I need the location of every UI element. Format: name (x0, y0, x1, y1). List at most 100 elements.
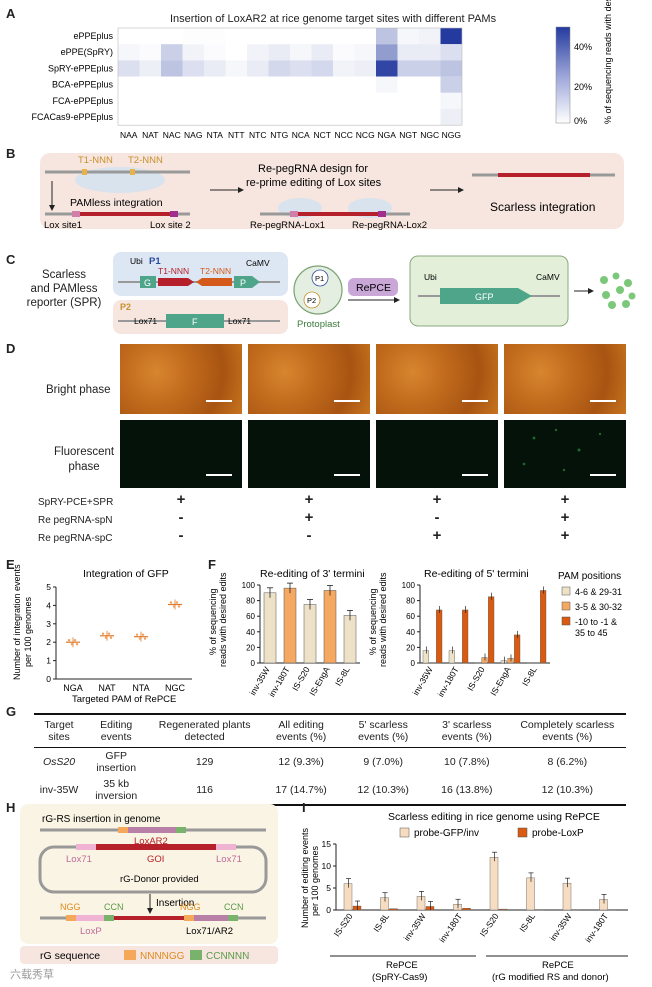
heatmap-cell (333, 92, 355, 109)
heatmap-cell (376, 60, 398, 77)
panel-e-chart: Integration of GFP Number of integration… (12, 564, 192, 705)
heatmap-cell (311, 109, 333, 126)
i-ytick: 5 (326, 883, 331, 893)
d-row-label-1: SpRY-PCE+SPR (38, 497, 114, 508)
heatmap-col-label: NAG (184, 130, 202, 140)
i-bar (352, 905, 362, 911)
heatmap-cell (247, 92, 269, 109)
heatmap-col-label: NGT (399, 130, 417, 140)
e-xtick: NTA (132, 683, 149, 693)
i-xtick: inv-35W (402, 911, 428, 942)
i-bar (498, 908, 508, 911)
i-ytick: 10 (322, 861, 332, 871)
th-complete: Completely scarless events (%) (508, 713, 626, 748)
heatmap-row-label: SpRY-ePPEplus (48, 63, 114, 73)
th-all: All editing events (%) (260, 713, 342, 748)
heatmap-cell (354, 44, 376, 61)
heatmap-row-label: BCA-ePPEplus (52, 80, 114, 90)
i-xtick: inv-180T (583, 911, 610, 944)
heatmap-cell (182, 60, 204, 77)
h-seq-1: NNNNGG (140, 951, 185, 962)
d-row-label-2: Re pegRNA-spN (38, 515, 113, 526)
f-title-5: Re-editing of 5' termini (424, 568, 529, 580)
colorbar-label: % of sequencing reads with desired edits (603, 0, 613, 124)
heatmap-cell (311, 60, 333, 77)
heatmap-cell (225, 92, 247, 109)
c-camv: CaMV (246, 258, 270, 268)
heatmap-cell (397, 44, 419, 61)
d-sign: - (178, 509, 184, 526)
heatmap-cell (397, 28, 419, 45)
e-ytick: 2 (46, 637, 51, 647)
heatmap-cell (311, 44, 333, 61)
d-sign: + (432, 527, 442, 544)
c-side-2: and PAMless (30, 283, 98, 295)
heatmap-cell (333, 28, 355, 45)
heatmap-col-label: NGA (378, 130, 397, 140)
bright-image-3 (376, 344, 498, 414)
heatmap-row-label: ePPE(SpRY) (61, 47, 113, 57)
i-group-1b: (SpRY-Cas9) (372, 972, 427, 983)
heatmap-cell (354, 60, 376, 77)
b-pamless-label: PAMless integration (70, 197, 163, 209)
heatmap-col-label: NCG (356, 130, 375, 140)
bright-image-2 (248, 344, 370, 414)
f3-bar (263, 592, 277, 664)
heatmap-cell (247, 76, 269, 93)
panel-label-h: H (6, 800, 16, 815)
d-sign-grid: + + + + - + - + - - + + (0, 491, 652, 551)
panel-label-d: D (6, 341, 16, 356)
f-ytick: 80 (406, 597, 415, 606)
i-bar (416, 896, 426, 911)
heatmap-cell (161, 60, 183, 77)
f-ylabel-2b: reads with desired edits (378, 572, 388, 667)
heatmap-cell (354, 109, 376, 126)
e-point (104, 636, 108, 639)
b-redesign-2: re-prime editing of Lox sites (246, 177, 382, 189)
e-point (177, 605, 181, 608)
i-xtick: IS-S20 (478, 911, 501, 938)
h-ngg-2: NGG (180, 902, 201, 912)
heatmap-col-label: NTT (228, 130, 245, 140)
f-ytick: 20 (406, 643, 415, 652)
c-side-3: reporter (SPR) (26, 297, 102, 309)
f5-bar (462, 609, 469, 664)
heatmap-col-label: NAA (120, 130, 138, 140)
heatmap-cell (204, 109, 226, 126)
heatmap-col-label: NAT (142, 130, 158, 140)
heatmap-cell (225, 44, 247, 61)
th-3prime: 3' scarless events (%) (425, 713, 509, 748)
f-ytick: 60 (406, 612, 415, 621)
heatmap-cell (333, 60, 355, 77)
heatmap-cell (376, 44, 398, 61)
colorbar-tick-40: 40% (574, 42, 592, 52)
fluor-image-2 (248, 420, 370, 488)
heatmap-cell (290, 28, 312, 45)
e-point (107, 632, 111, 635)
e-xtick: NAT (98, 683, 116, 693)
heatmap-cell (268, 109, 290, 126)
b-redesign-1: Re-pegRNA design for (258, 163, 368, 175)
heatmap-row-labels: ePPEplus ePPE(SpRY) SpRY-ePPEplus BCA-ePPEp… (31, 31, 113, 122)
d-sign: - (434, 509, 440, 526)
i-bar (599, 899, 608, 911)
c-ubi: Ubi (130, 256, 143, 266)
i-group-1a: RePCE (386, 960, 418, 971)
i-bar (343, 883, 353, 911)
f-legend-3: -10 to -1 & (575, 617, 617, 627)
heatmap-cell (354, 92, 376, 109)
c-lox71-a: Lox71 (134, 316, 157, 326)
h-donor: rG-Donor provided (120, 874, 199, 885)
i-title: Scarless editing in rice genome using Re… (388, 811, 600, 823)
heatmap-cell (354, 28, 376, 45)
heatmap-cell (139, 109, 161, 126)
c-ubi-2: Ubi (424, 272, 437, 282)
f3-xtick: IS-8L (333, 665, 352, 688)
th-events: Editing events (84, 713, 149, 748)
e-xtick: NGC (165, 683, 186, 693)
i-bar (562, 882, 572, 911)
heatmap-cell (268, 76, 290, 93)
heatmap-cell (204, 28, 226, 45)
heatmap-cell (182, 76, 204, 93)
b-t2-label: T2-NNN (128, 155, 163, 166)
